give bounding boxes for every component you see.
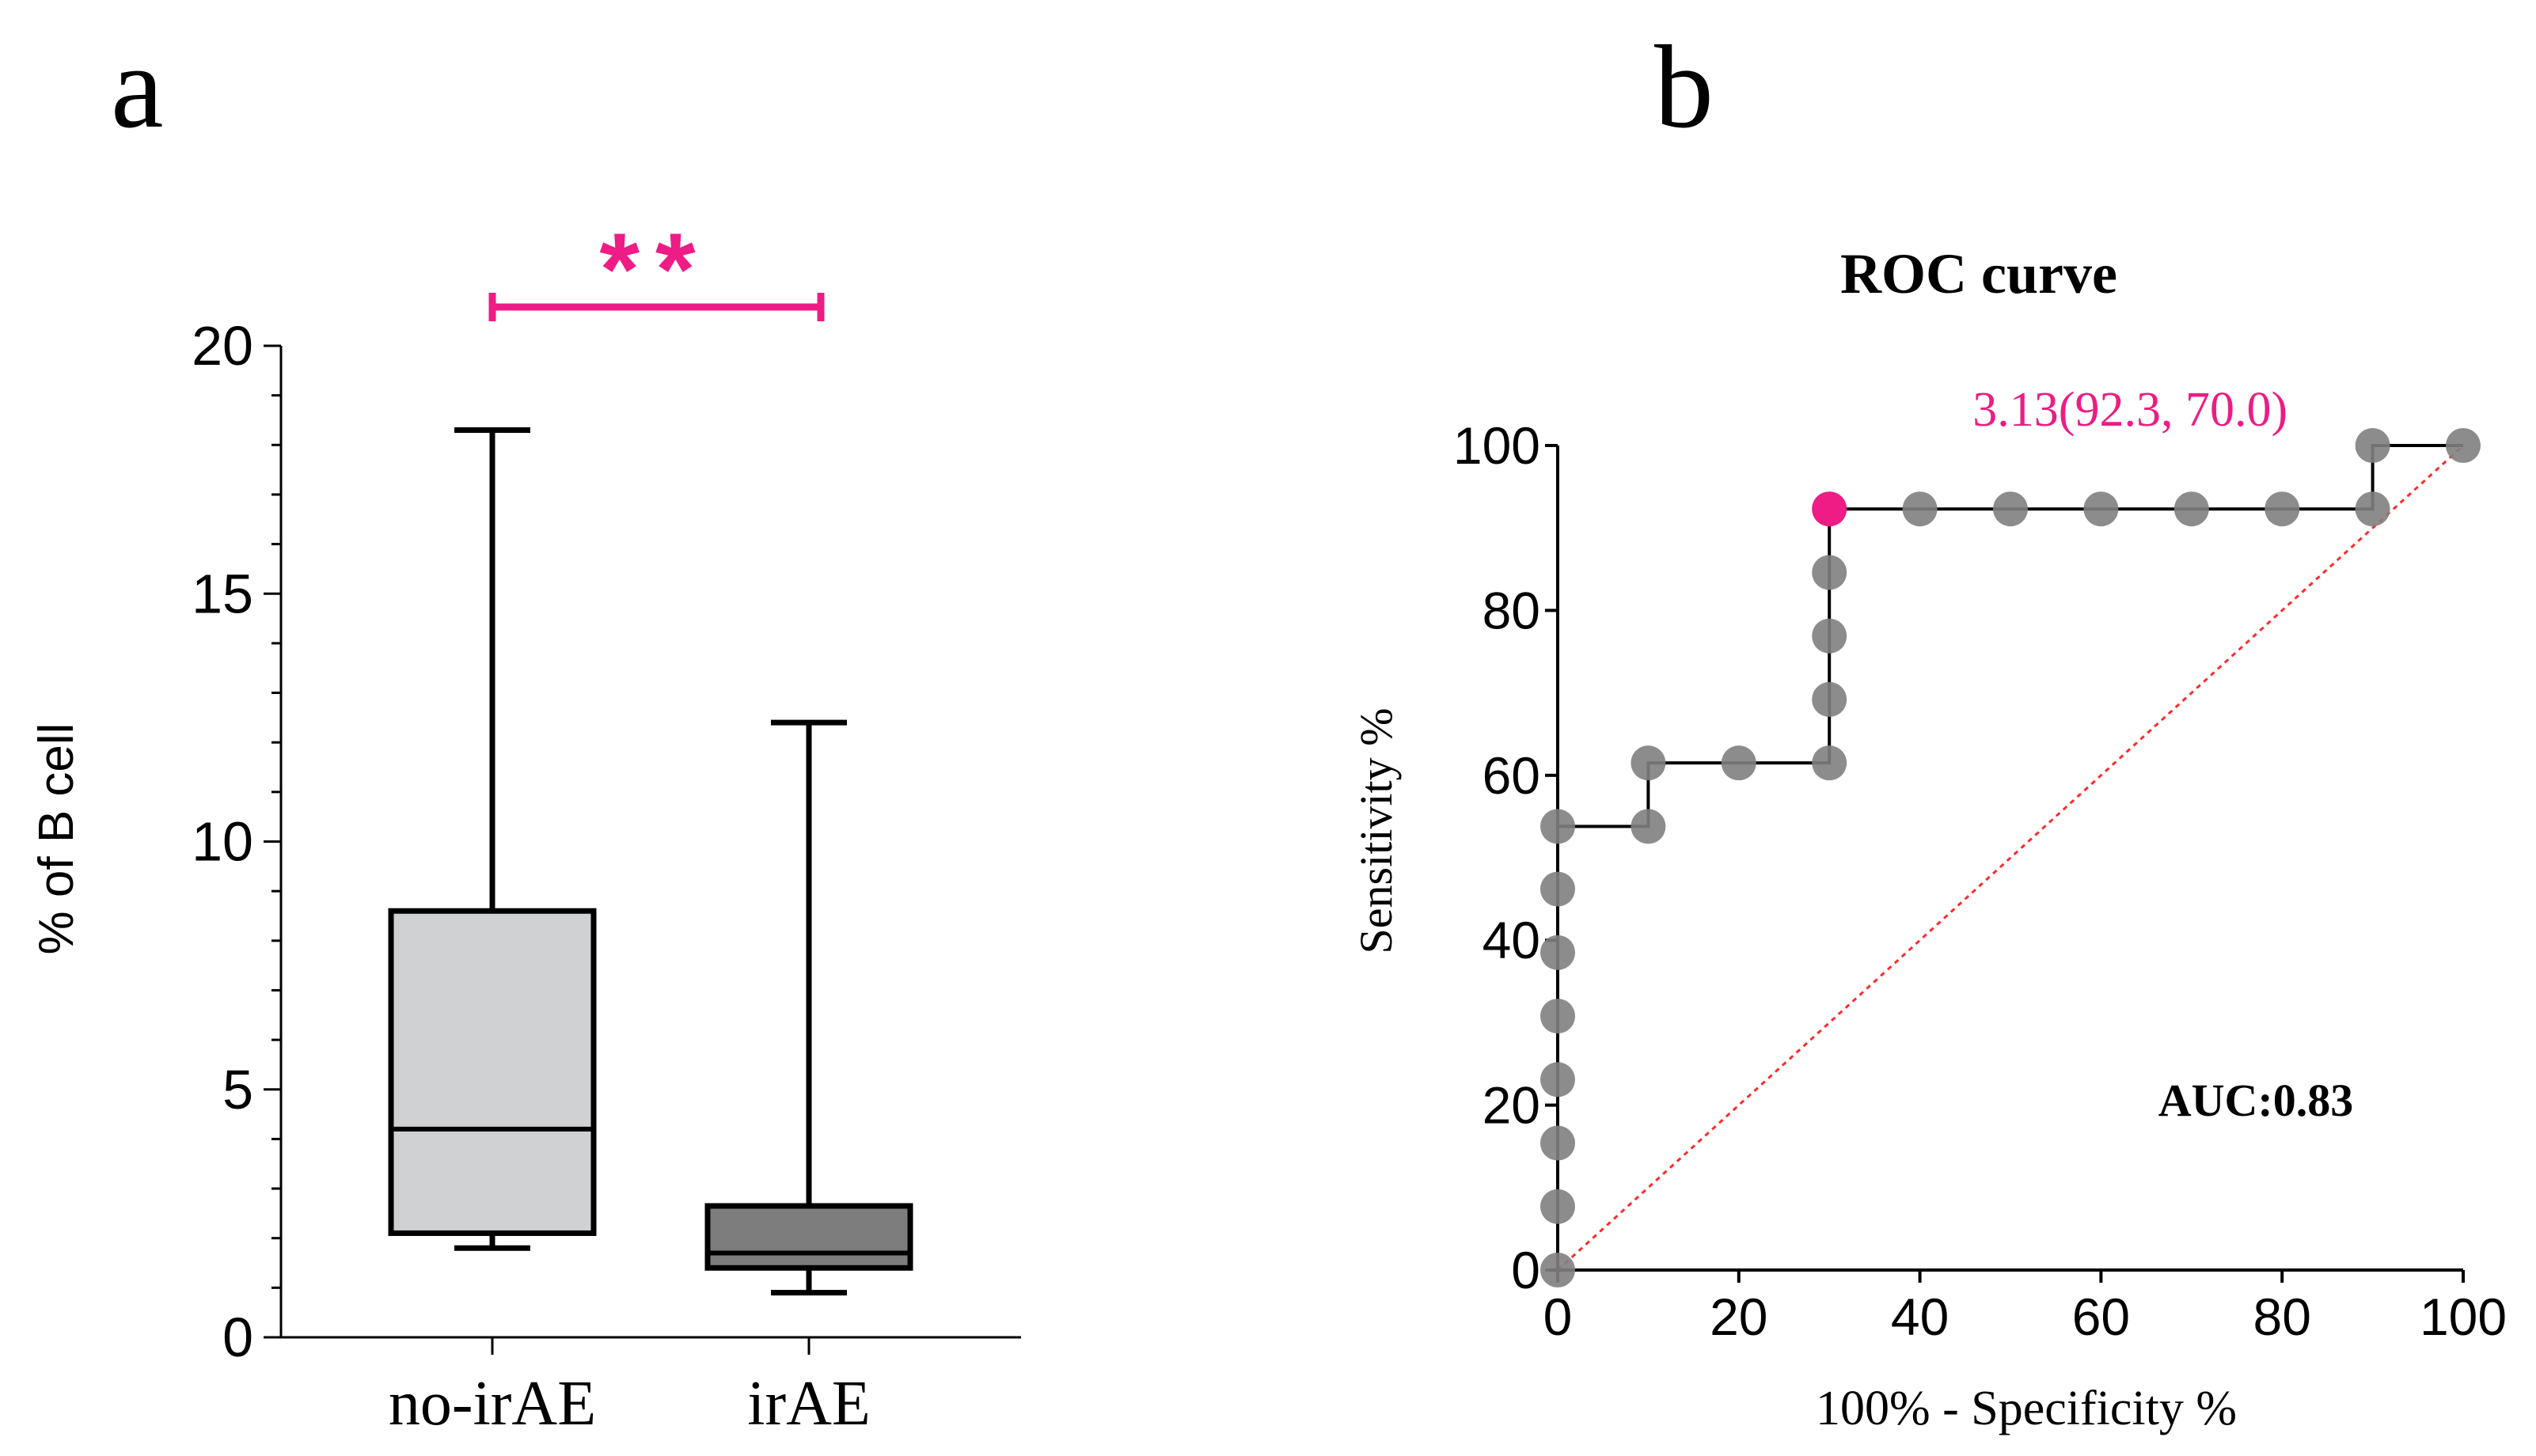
panel-b-x-tick-label: 0: [1543, 1287, 1573, 1346]
roc-point: [1812, 618, 1847, 654]
roc-point: [1540, 809, 1575, 844]
roc-point: [1812, 745, 1847, 781]
roc-point: [1902, 491, 1938, 527]
roc-point: [1812, 681, 1847, 717]
roc-point: [2446, 428, 2481, 463]
panel-b-x-tick-label: 100: [2420, 1287, 2507, 1346]
panel-b-x-tick-label: 80: [2253, 1287, 2310, 1346]
panel-b-x-tick-label: 40: [1891, 1287, 1949, 1346]
panel-a-y-tick-label: 10: [192, 811, 253, 873]
panel-b-y-tick-label: 80: [1482, 581, 1540, 639]
roc-point: [2355, 428, 2390, 463]
panel-a-boxplot: % of B cell 0 5 10 15 20 no-irAE irAE **: [29, 211, 1021, 1439]
roc-point: [2083, 491, 2119, 527]
panel-a-x-tick-label: irAE: [747, 1369, 871, 1439]
box-iqr: [388, 908, 597, 1236]
panel-a-x-tick-label: no-irAE: [389, 1369, 596, 1439]
roc-highlight-point: [1812, 491, 1847, 527]
roc-point: [1721, 745, 1756, 781]
box-iqr: [704, 1203, 913, 1271]
panel-a-y-tick-label: 5: [222, 1059, 253, 1120]
box-no-irAE: no-irAE: [388, 427, 597, 1439]
significance-stars: **: [599, 211, 711, 327]
roc-point: [1540, 1062, 1575, 1098]
roc-point: [2173, 491, 2209, 527]
panel-a-y-axis-label: % of B cell: [29, 723, 84, 955]
roc-point: [1540, 1189, 1575, 1224]
roc-point: [1540, 871, 1575, 907]
roc-point: [1540, 1125, 1575, 1161]
roc-point: [1812, 555, 1847, 590]
panel-b-y-tick-label: 20: [1482, 1076, 1540, 1135]
roc-point: [1540, 1253, 1575, 1287]
roc-point: [1631, 809, 1666, 844]
roc-point: [1540, 999, 1575, 1034]
panel-b-y-axis-label: Sensitivity %: [1350, 708, 1402, 954]
panel-b-y-tick-label: 0: [1511, 1241, 1540, 1299]
panel-b-roc: ROC curve Sensitivity % 100% - Specifici…: [1350, 242, 2507, 1435]
panel-label-a: a: [111, 21, 164, 153]
panel-b-x-tick-label: 60: [2072, 1287, 2130, 1346]
roc-point: [1631, 745, 1666, 781]
panel-b-x-axis-label: 100% - Specificity %: [1816, 1382, 2237, 1435]
box-irAE: irAE: [704, 719, 913, 1439]
roc-point: [1993, 491, 2028, 527]
panel-b-y-tick-label: 60: [1482, 746, 1540, 805]
panel-b-y-tick-label: 40: [1482, 911, 1540, 969]
panel-b-title: ROC curve: [1840, 242, 2117, 305]
reference-diagonal: [1556, 444, 2465, 1272]
panel-b-y-tick-label: 100: [1453, 416, 1540, 475]
roc-highlight-label: 3.13(92.3, 70.0): [1972, 383, 2287, 437]
panel-a-y-tick-label: 15: [192, 563, 253, 624]
panel-a-y-tick-label: 20: [192, 315, 253, 377]
roc-point: [2265, 491, 2300, 527]
panel-a-y-tick-label: 0: [222, 1306, 253, 1368]
roc-point: [2355, 491, 2390, 527]
roc-point: [1540, 935, 1575, 970]
panel-b-x-tick-label: 20: [1710, 1287, 1767, 1346]
auc-annotation: AUC:0.83: [2158, 1075, 2353, 1126]
panel-label-b: b: [1654, 21, 1714, 153]
